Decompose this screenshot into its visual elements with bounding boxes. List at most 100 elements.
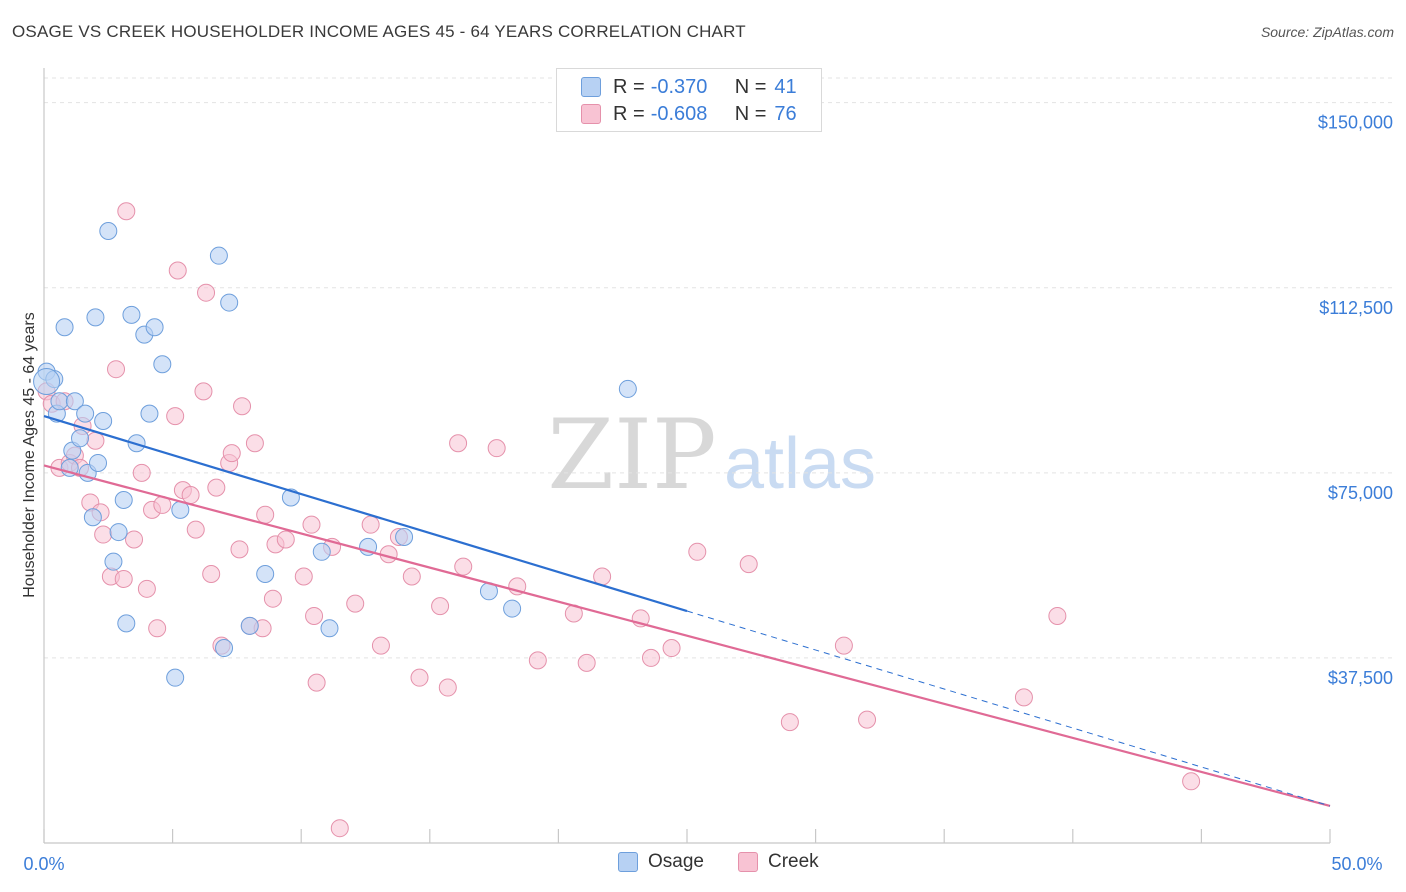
creek-point bbox=[186, 520, 205, 539]
y-tick-label: $75,000 bbox=[1328, 483, 1393, 503]
creek-point bbox=[181, 486, 200, 505]
osage-point bbox=[145, 318, 164, 337]
creek-point bbox=[86, 431, 105, 450]
osage-point bbox=[153, 355, 172, 374]
osage-r-label: R = bbox=[613, 75, 645, 98]
legend-creek-swatch bbox=[738, 852, 758, 872]
osage-r-value: -0.370 bbox=[650, 75, 708, 98]
osage-point bbox=[83, 508, 102, 527]
creek-point bbox=[117, 202, 136, 221]
creek-r-value: -0.608 bbox=[650, 102, 708, 125]
creek-point bbox=[402, 567, 421, 586]
creek-point bbox=[431, 597, 450, 616]
axes bbox=[43, 68, 1331, 844]
gridlines bbox=[44, 77, 1392, 659]
creek-n-value: 76 bbox=[774, 102, 797, 125]
creek-point bbox=[207, 478, 226, 497]
creek-swatch bbox=[581, 104, 601, 124]
osage-n-value: 41 bbox=[774, 75, 797, 98]
osage-point bbox=[86, 308, 105, 327]
osage-point bbox=[503, 599, 522, 618]
creek-n-label: N = bbox=[734, 102, 767, 125]
creek-point bbox=[302, 515, 321, 534]
osage-point bbox=[618, 379, 637, 398]
osage-point bbox=[50, 392, 69, 411]
legend-creek-label: Creek bbox=[768, 851, 819, 872]
watermark-atlas: atlas bbox=[724, 424, 876, 504]
creek-point bbox=[528, 651, 547, 670]
osage-point bbox=[65, 392, 84, 411]
source-label: Source: ZipAtlas.com bbox=[1260, 24, 1394, 40]
creek-point bbox=[1182, 772, 1201, 791]
correlation-legend: R = -0.370 N = 41 R = -0.608 N = 76 bbox=[556, 68, 822, 132]
legend-item-creek: Creek bbox=[738, 851, 819, 873]
legend-row-creek: R = -0.608 N = 76 bbox=[581, 100, 797, 128]
creek-point bbox=[858, 710, 877, 729]
creek-point bbox=[245, 434, 264, 453]
creek-point bbox=[487, 439, 506, 458]
creek-point bbox=[307, 673, 326, 692]
creek-point bbox=[739, 555, 758, 574]
creek-point bbox=[305, 606, 324, 625]
osage-point bbox=[114, 490, 133, 509]
creek-point bbox=[641, 648, 660, 667]
creek-point bbox=[662, 639, 681, 658]
creek-point bbox=[330, 819, 349, 838]
legend-row-osage: R = -0.370 N = 41 bbox=[581, 73, 797, 101]
osage-point bbox=[395, 528, 414, 546]
osage-point bbox=[33, 368, 61, 396]
creek-point bbox=[1014, 688, 1033, 707]
legend-osage-swatch bbox=[618, 852, 638, 872]
creek-point bbox=[137, 579, 156, 598]
osage-point bbox=[99, 222, 118, 240]
osage-points bbox=[33, 222, 637, 687]
osage-trendline-extension bbox=[686, 610, 1331, 807]
osage-trendline bbox=[43, 415, 688, 613]
osage-point bbox=[71, 429, 90, 448]
osage-point bbox=[220, 293, 239, 312]
trendlines bbox=[43, 415, 1331, 808]
osage-point bbox=[240, 616, 259, 635]
creek-point bbox=[438, 678, 457, 697]
osage-point bbox=[89, 453, 108, 472]
creek-point bbox=[233, 397, 252, 416]
creek-point bbox=[125, 530, 144, 549]
creek-point bbox=[107, 360, 126, 379]
y-tick-label: $112,500 bbox=[1319, 298, 1393, 318]
legend-osage-label: Osage bbox=[648, 851, 704, 872]
creek-r-label: R = bbox=[613, 102, 645, 125]
creek-point bbox=[132, 463, 151, 482]
osage-point bbox=[215, 639, 234, 658]
osage-point bbox=[166, 668, 185, 687]
osage-point bbox=[55, 318, 74, 337]
osage-point bbox=[94, 412, 113, 431]
osage-swatch bbox=[581, 77, 601, 97]
osage-point bbox=[320, 619, 339, 638]
x-tick-label-min: 0.0% bbox=[23, 854, 64, 874]
y-axis-label: Householder Income Ages 45 - 64 years bbox=[21, 312, 38, 598]
osage-point bbox=[312, 542, 331, 561]
y-tick-label: $150,000 bbox=[1318, 113, 1393, 133]
creek-points bbox=[37, 202, 1201, 838]
osage-point bbox=[109, 523, 128, 542]
creek-point bbox=[256, 505, 275, 524]
creek-point bbox=[202, 565, 221, 584]
creek-point bbox=[230, 540, 249, 559]
creek-point bbox=[780, 713, 799, 732]
legend-item-osage: Osage bbox=[618, 851, 704, 873]
series-legend: Osage Creek bbox=[0, 851, 1406, 877]
creek-point bbox=[371, 636, 390, 655]
osage-point bbox=[117, 614, 136, 633]
osage-point bbox=[209, 246, 228, 265]
creek-point bbox=[294, 567, 313, 586]
creek-point bbox=[361, 515, 380, 534]
creek-point bbox=[1048, 606, 1067, 625]
osage-point bbox=[122, 305, 141, 324]
creek-point bbox=[276, 530, 295, 549]
chart-title: OSAGE VS CREEK HOUSEHOLDER INCOME AGES 4… bbox=[12, 22, 746, 41]
creek-point bbox=[168, 261, 187, 280]
creek-point bbox=[148, 619, 167, 638]
osage-point bbox=[76, 404, 95, 423]
creek-trendline bbox=[43, 464, 1331, 808]
creek-point bbox=[834, 636, 853, 655]
